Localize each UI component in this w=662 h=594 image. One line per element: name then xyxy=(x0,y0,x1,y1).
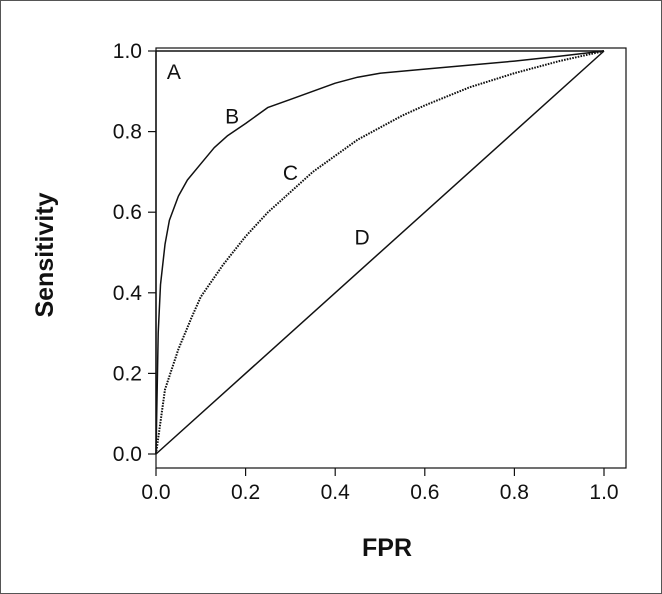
x-tick-label: 0.6 xyxy=(410,481,439,504)
y-tick-label: 0.2 xyxy=(113,362,142,385)
curve-label-d: D xyxy=(354,226,369,249)
y-tick-label: 0.6 xyxy=(113,201,142,224)
roc-curves xyxy=(155,50,605,455)
x-axis-ticks: 0.0 0.2 0.4 0.6 0.8 1.0 xyxy=(141,468,619,504)
curve-labels: A B C D xyxy=(167,61,370,249)
roc-curve-a xyxy=(155,50,604,454)
x-tick-label: 1.0 xyxy=(589,481,618,504)
x-axis-title: FPR xyxy=(362,534,412,562)
curve-label-b: B xyxy=(225,105,239,128)
y-axis-title: Sensitivity xyxy=(31,192,59,317)
curve-label-c: C xyxy=(283,162,298,185)
x-tick-label: 0.2 xyxy=(231,481,260,504)
x-tick-label: 0.0 xyxy=(141,481,170,504)
curve-label-a: A xyxy=(167,61,181,84)
x-tick-label: 0.4 xyxy=(321,481,351,504)
roc-curve-b xyxy=(155,50,605,455)
x-tick-label: 0.8 xyxy=(500,481,529,504)
y-tick-label: 0.8 xyxy=(113,121,142,144)
y-tick-label: 0.0 xyxy=(113,443,142,466)
roc-curve-d xyxy=(155,50,605,455)
y-tick-label: 0.4 xyxy=(113,282,143,305)
y-tick-label: 1.0 xyxy=(113,40,142,63)
y-axis-ticks: 0.0 0.2 0.4 0.6 0.8 1.0 xyxy=(113,40,156,466)
